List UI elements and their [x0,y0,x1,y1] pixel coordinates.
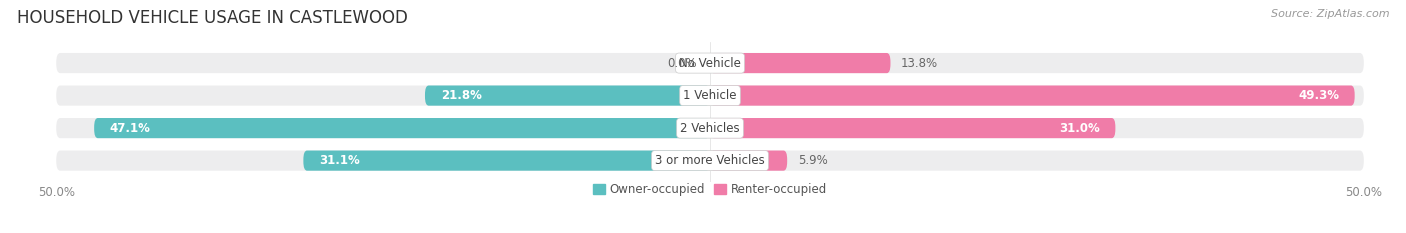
FancyBboxPatch shape [56,118,1364,138]
FancyBboxPatch shape [710,53,890,73]
FancyBboxPatch shape [710,151,787,171]
Text: 13.8%: 13.8% [901,57,938,70]
FancyBboxPatch shape [94,118,710,138]
Text: 31.1%: 31.1% [319,154,360,167]
FancyBboxPatch shape [425,86,710,106]
Legend: Owner-occupied, Renter-occupied: Owner-occupied, Renter-occupied [588,178,832,201]
Text: No Vehicle: No Vehicle [679,57,741,70]
FancyBboxPatch shape [710,118,1115,138]
Text: 1 Vehicle: 1 Vehicle [683,89,737,102]
FancyBboxPatch shape [710,86,1354,106]
Text: 31.0%: 31.0% [1059,122,1099,135]
FancyBboxPatch shape [56,53,1364,73]
Text: 2 Vehicles: 2 Vehicles [681,122,740,135]
Text: HOUSEHOLD VEHICLE USAGE IN CASTLEWOOD: HOUSEHOLD VEHICLE USAGE IN CASTLEWOOD [17,9,408,27]
Text: 47.1%: 47.1% [110,122,150,135]
Text: 3 or more Vehicles: 3 or more Vehicles [655,154,765,167]
Text: Source: ZipAtlas.com: Source: ZipAtlas.com [1271,9,1389,19]
Text: 49.3%: 49.3% [1298,89,1339,102]
FancyBboxPatch shape [304,151,710,171]
Text: 0.0%: 0.0% [668,57,697,70]
Text: 5.9%: 5.9% [797,154,827,167]
Text: 21.8%: 21.8% [440,89,481,102]
FancyBboxPatch shape [56,86,1364,106]
FancyBboxPatch shape [56,151,1364,171]
